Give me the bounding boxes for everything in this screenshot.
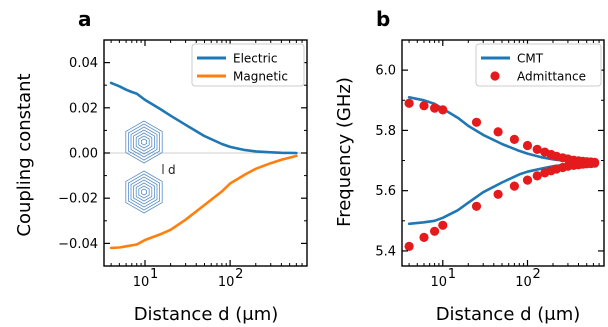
panel-b-x-tick-label: 10 xyxy=(515,275,532,290)
panel-b-legend-box xyxy=(475,43,602,87)
panel-b-admittance-point-upper xyxy=(430,103,440,113)
panel-a-y-tick-label: −0.02 xyxy=(58,192,98,207)
panel-b-y-tick-label: 5.4 xyxy=(375,244,396,259)
panel-b-x-tick-exponent: 1 xyxy=(448,267,456,282)
panel-b-x-axis-label: Distance d (μm) xyxy=(436,304,581,325)
panel-a-x-tick-label: 10 xyxy=(218,275,235,290)
panel-a-inset-resonator-bottom xyxy=(127,173,161,211)
panel-a-inset-resonator-top xyxy=(138,135,150,149)
panel-a-inset-resonator-top xyxy=(133,129,155,155)
panel-a-series-line-electric xyxy=(109,81,298,155)
panel-a-letter: a xyxy=(78,7,92,31)
panel-b-admittance-point-lower xyxy=(471,201,482,211)
panel-b-admittance-point-lower xyxy=(509,181,519,191)
panel-b-admittance-point-lower xyxy=(493,189,503,199)
panel-a-inset-resonator-bottom xyxy=(125,170,163,214)
panel-b-admittance-point-upper xyxy=(471,117,482,127)
panel-b-y-tick-label: 5.6 xyxy=(375,184,396,199)
panel-b-admittance-point-lower xyxy=(438,220,448,230)
panel-a-inset-resonator-top xyxy=(140,138,148,146)
panel-a-y-tick-label: −0.04 xyxy=(58,237,98,252)
panel-a-x-tick-exponent: 1 xyxy=(150,267,158,282)
panel-b-admittance-point-lower xyxy=(522,175,533,185)
panel-b-legend-swatch-admittance xyxy=(490,71,500,81)
panel-b-admittance-point-upper xyxy=(493,127,503,137)
panel-b-admittance-point-lower xyxy=(404,241,414,251)
panel-b-x-tick-label: 10 xyxy=(431,275,448,290)
panel-b-admittance-point-upper xyxy=(532,144,542,154)
panel-b-legend: CMT Admittance xyxy=(475,43,602,87)
panel-a-series xyxy=(109,81,298,250)
panel-b-admittance-point-upper xyxy=(438,105,448,115)
panel-b-legend-label-cmt: CMT xyxy=(517,52,544,66)
panel-a-inset-resonator-bottom xyxy=(133,179,155,205)
panel-a-x-tick-label: 10 xyxy=(133,275,150,290)
panel-a-legend: Electric Magnetic xyxy=(191,43,305,87)
panel-a-inset-resonator-top xyxy=(125,120,163,164)
panel-b-series xyxy=(404,96,600,251)
panel-a-x-tick-exponent: 2 xyxy=(235,267,243,282)
panel-a-series-line-magnetic xyxy=(109,154,298,250)
panel-a-inset-resonator-top xyxy=(127,123,161,161)
panel-b-admittance-point-lower xyxy=(419,232,429,242)
panel-b-y-tick-label: 6.0 xyxy=(375,64,396,79)
panel-a-inset-resonator-bottom xyxy=(138,185,150,199)
panel-a-inset-resonator-top xyxy=(130,126,158,158)
panel-b-admittance-point-upper xyxy=(419,101,429,111)
panel-b-admittance-point-lower xyxy=(590,158,600,168)
panel-b-admittance-point-upper xyxy=(522,140,533,151)
panel-a-legend-label: Magnetic xyxy=(233,70,288,84)
panel-b-admittance-point-upper xyxy=(509,134,519,144)
panel-b-admittance-point-lower xyxy=(430,226,440,236)
panel-a-legend-label: Electric xyxy=(233,52,277,66)
panel-b-letter: b xyxy=(376,7,390,31)
panel-b-y-ticks: 6.0 5.8 5.6 5.4 xyxy=(375,64,604,259)
panel-a-y-axis-label: Coupling constant xyxy=(14,73,35,236)
panel-a-y-ticks: 0.04 0.02 0.00 −0.02 −0.04 xyxy=(58,56,307,252)
panel-a-y-tick-label: 0.02 xyxy=(69,101,98,116)
panel-b-admittance-point-lower xyxy=(532,171,542,181)
panel-a-inset-resonator-top xyxy=(135,132,153,152)
panel-a-inset-schematic xyxy=(125,120,164,214)
panel-a-x-axis-label: Distance d (μm) xyxy=(134,304,279,325)
panel-a-y-tick-label: 0.00 xyxy=(69,147,98,162)
panel-a-inset-label: d xyxy=(168,163,176,177)
panel-a-y-tick-label: 0.04 xyxy=(69,56,98,71)
panel-a-inset-resonator-bottom xyxy=(135,182,153,202)
panel-b-x-tick-exponent: 2 xyxy=(532,267,540,282)
panel-b-y-axis-label: Frequency (GHz) xyxy=(334,77,355,227)
panel-a-inset-resonator-bottom xyxy=(140,188,148,196)
panel-b-frame xyxy=(401,39,605,267)
panel-b-admittance-point-upper xyxy=(404,98,414,108)
panel-b-legend-label-admittance: Admittance xyxy=(517,70,586,84)
panel-a-inset-resonator-bottom xyxy=(130,176,158,208)
panel-b-y-tick-label: 5.8 xyxy=(375,124,396,139)
